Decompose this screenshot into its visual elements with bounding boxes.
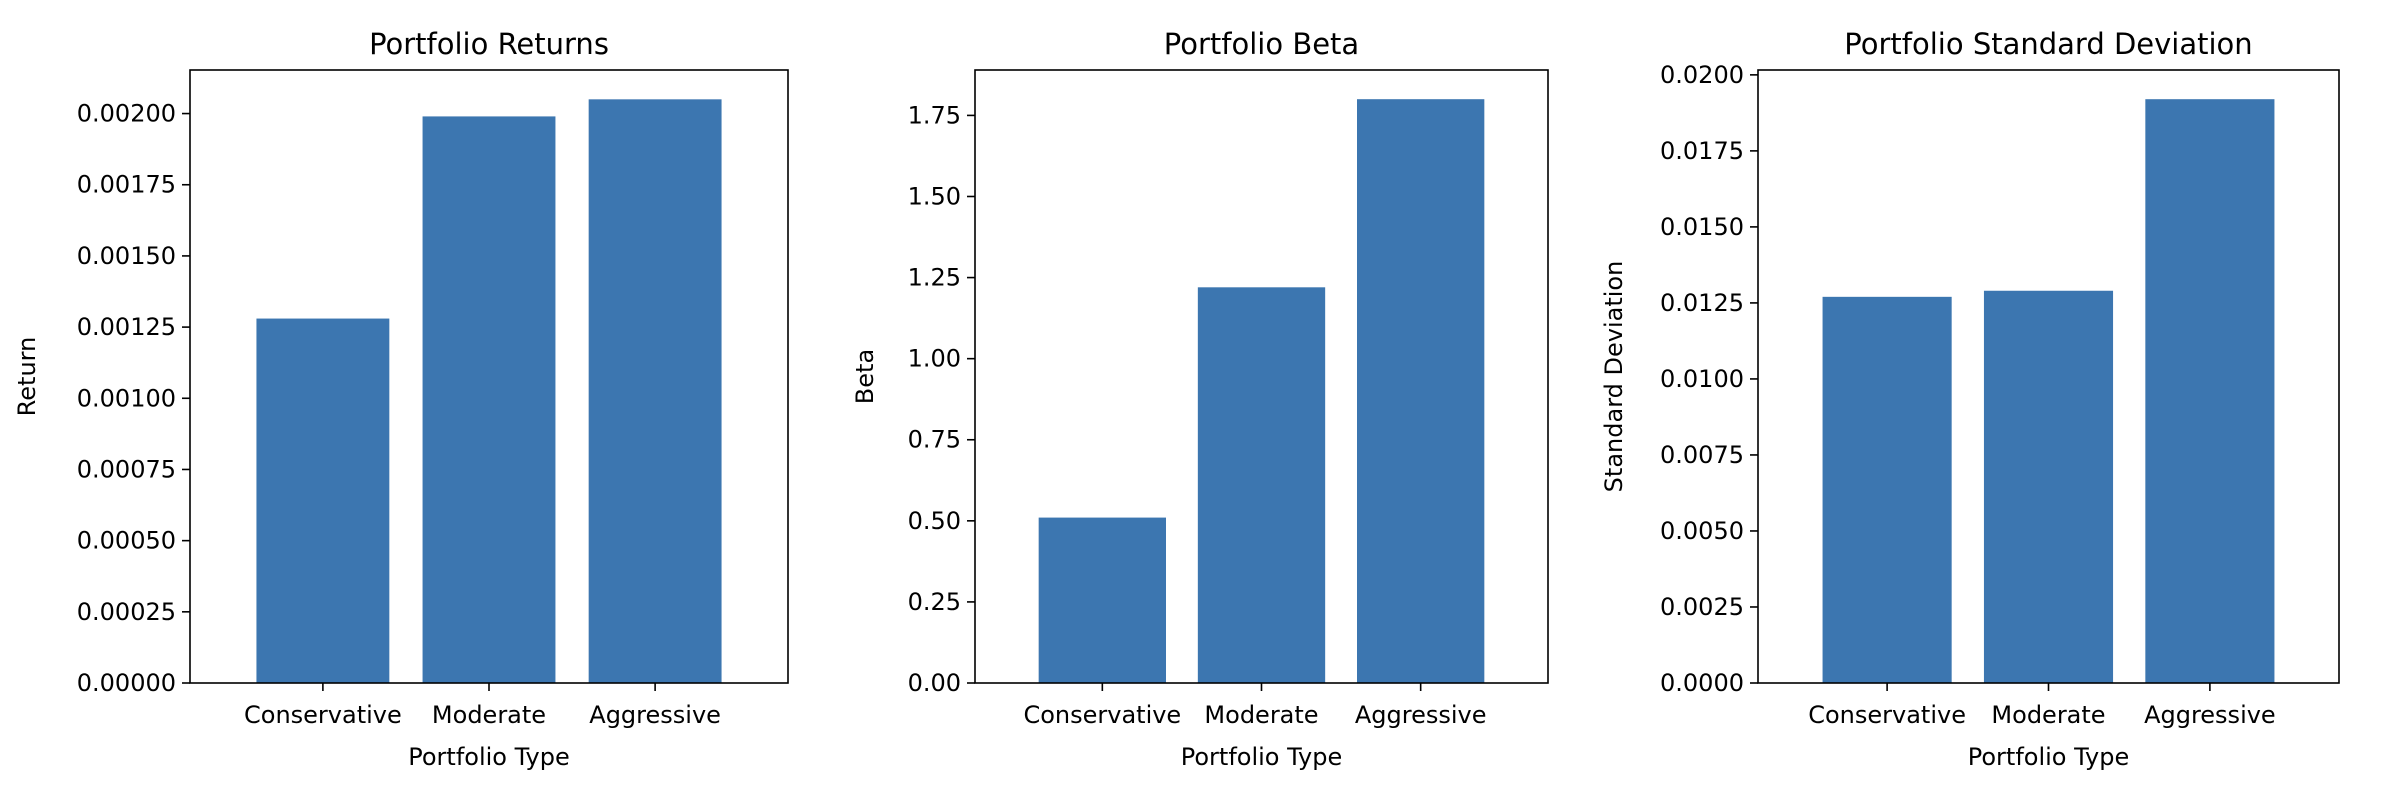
bar-moderate [1983,290,2114,683]
x-tick-label-conservative: Conservative [244,701,402,729]
bar-conservative [256,318,390,683]
y-tick-label: 1.50 [908,182,961,210]
y-axis-label: Return [13,337,41,417]
y-tick-label: 0.00000 [77,669,176,697]
y-tick-label: 0.00 [908,669,961,697]
y-tick-label: 0.00025 [77,598,176,626]
x-axis-label: Portfolio Type [1181,743,1342,771]
y-tick-label: 1.25 [908,264,961,292]
x-tick-label-aggressive: Aggressive [1355,701,1487,729]
y-tick-label: 0.00200 [77,100,176,128]
y-tick-label: 0.0150 [1660,213,1744,241]
y-tick-label: 0.00150 [77,242,176,270]
x-axis-label: Portfolio Type [408,743,569,771]
x-axis-label: Portfolio Type [1968,743,2129,771]
bar-aggressive [1357,99,1485,683]
y-tick-label: 0.0200 [1660,61,1744,89]
y-tick-label: 0.0075 [1660,441,1744,469]
y-tick-label: 1.00 [908,345,961,373]
y-tick-label: 0.0100 [1660,365,1744,393]
chart-title: Portfolio Returns [369,27,609,61]
y-axis-label: Standard Deviation [1600,261,1628,493]
x-tick-label-moderate: Moderate [1991,701,2105,729]
bar-conservative [1822,296,1952,683]
x-tick-label-aggressive: Aggressive [589,701,721,729]
x-tick-label-moderate: Moderate [1204,701,1318,729]
y-tick-label: 0.0050 [1660,517,1744,545]
y-tick-label: 0.0000 [1660,669,1744,697]
bar-moderate [1197,287,1326,683]
y-tick-label: 0.00075 [77,455,176,483]
x-tick-label-moderate: Moderate [432,701,546,729]
y-tick-label: 0.00175 [77,171,176,199]
y-tick-label: 0.25 [908,588,961,616]
y-tick-label: 0.00125 [77,313,176,341]
chart-title: Portfolio Beta [1164,27,1359,61]
y-tick-label: 0.0025 [1660,593,1744,621]
y-axis-label: Beta [851,349,879,404]
bar-conservative [1038,517,1166,683]
subplot-portfolio-standard-deviation: 0.0000 0.0025 0.0050 0.0075 0.0100 0.0125 0.01… [1600,27,2340,771]
y-tick-label: 0.00050 [77,527,176,555]
y-tick-label: 0.75 [908,426,961,454]
chart-title: Portfolio Standard Deviation [1844,27,2252,61]
x-tick-label-conservative: Conservative [1023,701,1181,729]
y-tick-label: 1.75 [908,101,961,129]
y-tick-label: 0.0125 [1660,289,1744,317]
subplot-portfolio-returns: 0.00000 0.00025 0.00050 0.00075 0.00100 0.001… [13,27,789,771]
bar-aggressive [2145,99,2275,683]
y-tick-label: 0.0175 [1660,137,1744,165]
subplot-portfolio-beta: 0.00 0.25 0.50 0.75 1.00 1.25 1.50 1.75 Conserva… [851,27,1549,771]
y-tick-label: 0.00100 [77,384,176,412]
bar-aggressive [588,99,722,684]
x-tick-label-aggressive: Aggressive [2144,701,2276,729]
y-tick-label: 0.50 [908,507,961,535]
x-tick-label-conservative: Conservative [1808,701,1966,729]
bar-moderate [422,116,556,684]
